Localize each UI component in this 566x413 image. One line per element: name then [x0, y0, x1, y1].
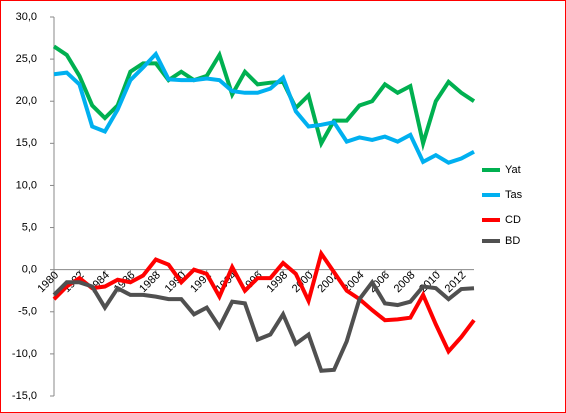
legend-label: CD [505, 214, 521, 226]
series-line [52, 278, 475, 373]
series-line [53, 50, 475, 165]
legend-label: Tas [505, 189, 523, 201]
y-tick-label: 10,0 [16, 179, 37, 191]
y-tick-label: 25,0 [16, 53, 37, 65]
y-tick-label: 5,0 [22, 221, 37, 233]
legend-label: BD [505, 235, 520, 247]
y-tick-label: -15,0 [12, 390, 37, 402]
y-tick-label: 20,0 [16, 95, 37, 107]
series-line [52, 248, 476, 355]
y-tick-label: -10,0 [12, 348, 37, 360]
y-tick-label: 15,0 [16, 137, 37, 149]
y-tick-label: 30,0 [16, 11, 37, 23]
legend-label: Yat [505, 164, 521, 176]
y-tick-label: -5,0 [18, 306, 37, 318]
series-line [52, 44, 476, 152]
y-tick-label: 0,0 [22, 264, 37, 276]
